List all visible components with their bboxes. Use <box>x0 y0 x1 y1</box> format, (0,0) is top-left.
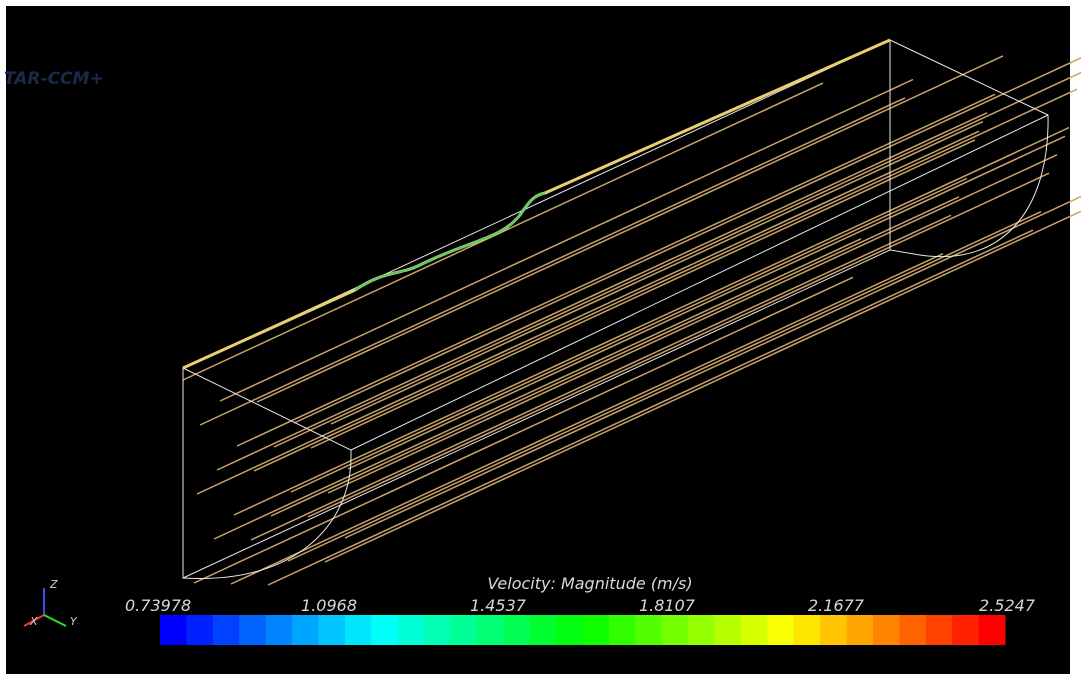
colorbar-segment <box>820 615 847 645</box>
colorbar-segment <box>503 615 530 645</box>
colorbar-segment <box>952 615 979 645</box>
colorbar-segment <box>688 615 715 645</box>
colorbar-segment <box>266 615 293 645</box>
colorbar-segment <box>239 615 266 645</box>
colorbar-segment <box>715 615 742 645</box>
colorbar-segment <box>530 615 557 645</box>
colorbar-segment <box>741 615 768 645</box>
colorbar-segment <box>213 615 240 645</box>
colorbar-segment <box>767 615 794 645</box>
colorbar-segment <box>873 615 900 645</box>
colorbar-segment <box>847 615 874 645</box>
colorbar-segment <box>556 615 583 645</box>
colorbar-segment <box>371 615 398 645</box>
viewport: TAR-CCM+ Z X Y Velocity: Magnitude (m/s)… <box>0 0 1081 681</box>
colorbar-segment <box>160 615 187 645</box>
colorbar-tick-label: 0.73978 <box>125 596 191 615</box>
watermark: TAR-CCM+ <box>4 69 104 89</box>
triad-x-label: X <box>29 615 38 628</box>
colorbar-segment <box>899 615 926 645</box>
page: TAR-CCM+ Z X Y Velocity: Magnitude (m/s)… <box>0 0 1081 681</box>
colorbar-segment <box>926 615 953 645</box>
colorbar-segment <box>398 615 425 645</box>
colorbar-segment <box>345 615 372 645</box>
colorbar-segment <box>450 615 477 645</box>
colorbar-segment <box>794 615 821 645</box>
triad-z-label: Z <box>49 578 58 591</box>
colorbar-tick-label: 2.5247 <box>979 596 1036 615</box>
colorbar-segment <box>424 615 451 645</box>
colorbar-segment <box>609 615 636 645</box>
colorbar-segment <box>583 615 610 645</box>
colorbar-tick-label: 1.8107 <box>639 596 696 615</box>
colorbar-segment <box>635 615 662 645</box>
colorbar-segment <box>979 615 1006 645</box>
colorbar-segment <box>186 615 213 645</box>
colorbar-tick-label: 1.4537 <box>470 596 527 615</box>
colorbar-tick-label: 1.0968 <box>301 596 357 615</box>
colorbar-segment <box>662 615 689 645</box>
colorbar-segment <box>292 615 319 645</box>
colorbar-tick-label: 2.1677 <box>808 596 865 615</box>
colorbar-title: Velocity: Magnitude (m/s) <box>487 574 692 593</box>
colorbar-segment <box>318 615 345 645</box>
colorbar-segment <box>477 615 504 645</box>
